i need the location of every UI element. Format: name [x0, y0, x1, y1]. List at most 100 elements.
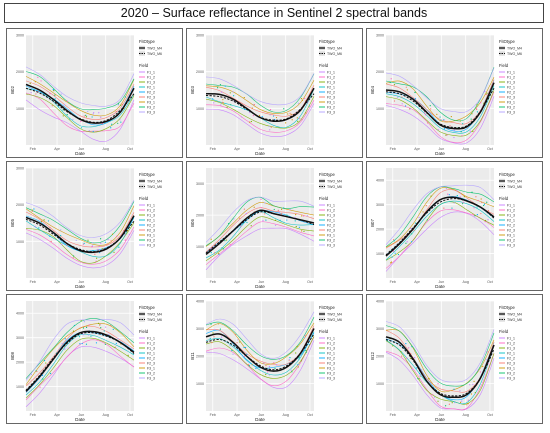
data-point: [99, 324, 101, 326]
data-point: [222, 102, 225, 104]
legend-fit-label: TWO_M6: [507, 318, 522, 322]
data-point: [96, 257, 98, 259]
data-point: [229, 345, 231, 347]
data-point: [31, 210, 33, 212]
fit-line-two-m6: [205, 333, 315, 371]
plot-background: [206, 168, 314, 278]
y-tick-label: 1000: [376, 252, 384, 256]
legend-field-label: F3_3: [147, 376, 155, 380]
data-point: [87, 239, 89, 241]
data-point: [276, 364, 278, 366]
legend-fit-label: TWO_M4: [147, 312, 162, 316]
data-point: [272, 115, 275, 117]
data-point: [462, 201, 464, 203]
legend-fit-title: FitOtype: [139, 172, 155, 177]
data-point: [459, 120, 461, 122]
legend-field-label: F1_2: [147, 341, 155, 345]
data-point: [305, 112, 307, 114]
x-tick-label: Jun: [438, 280, 444, 284]
legend-fit-label: TWO_M6: [507, 185, 522, 189]
legend-field-title: Field: [139, 63, 149, 68]
data-point: [54, 94, 56, 96]
data-point: [95, 342, 98, 344]
data-point: [418, 378, 420, 380]
data-point: [113, 251, 115, 253]
y-tick-label: 3000: [196, 327, 204, 331]
data-point: [85, 114, 87, 116]
data-point: [36, 370, 38, 373]
data-point: [124, 239, 126, 241]
field-line-f1-3: [25, 93, 135, 133]
data-point: [486, 92, 488, 94]
data-point: [482, 365, 484, 368]
legend-fit-title: FitOtype: [499, 305, 515, 310]
fit-line-two-m4: [385, 196, 495, 257]
data-point: [121, 103, 123, 105]
field-line-f3-2: [385, 325, 495, 387]
legend-field-label: F2_2: [507, 223, 515, 227]
data-point: [63, 103, 66, 106]
data-point: [40, 220, 43, 223]
data-point: [80, 127, 83, 129]
data-point: [467, 403, 469, 405]
legend-fit-label: TWO_M4: [327, 312, 342, 316]
data-point: [392, 345, 394, 347]
data-point: [262, 220, 264, 222]
data-point: [83, 242, 85, 244]
data-point: [437, 383, 439, 385]
data-point: [39, 386, 41, 388]
x-tick-label: Jun: [78, 147, 84, 151]
data-point: [123, 229, 125, 232]
legend-field-label: F3_2: [507, 105, 515, 109]
field-line-f1-1: [385, 96, 495, 145]
field-line-f1-2: [25, 339, 135, 401]
data-point: [411, 346, 413, 348]
data-point: [243, 346, 245, 349]
data-point: [232, 95, 235, 97]
data-point: [235, 333, 237, 336]
data-point: [294, 220, 296, 222]
field-line-f1-2: [25, 92, 135, 132]
data-point: [424, 114, 427, 116]
data-point: [445, 405, 447, 407]
x-tick-label: Aug: [282, 147, 288, 151]
legend-field-label: F2_1: [507, 218, 515, 222]
data-point: [411, 241, 413, 243]
legend-field-title: Field: [499, 329, 509, 334]
x-axis-label: Date: [75, 284, 85, 289]
data-point: [461, 400, 463, 402]
data-point: [268, 366, 271, 368]
x-tick-label: Apr: [234, 413, 240, 417]
data-point: [283, 108, 285, 110]
data-point: [287, 113, 289, 115]
legend-field-title: Field: [499, 63, 509, 68]
legend-field-label: F2_2: [147, 90, 155, 94]
field-line-f1-2: [205, 221, 315, 265]
data-point: [209, 337, 211, 340]
x-tick-label: Aug: [282, 280, 288, 284]
data-point: [243, 208, 245, 210]
data-point: [400, 351, 402, 353]
data-point: [50, 240, 52, 243]
data-point: [275, 116, 278, 119]
data-point: [447, 193, 449, 195]
data-point: [301, 99, 303, 102]
data-point: [433, 396, 436, 398]
data-point: [477, 369, 479, 371]
data-point: [472, 130, 474, 132]
field-line-f2-1: [205, 331, 315, 376]
data-point: [261, 116, 263, 118]
data-point: [232, 91, 234, 93]
data-point: [405, 242, 407, 244]
legend-field-label: F1_2: [327, 341, 335, 345]
data-point: [483, 203, 486, 205]
data-point: [297, 120, 299, 122]
data-point: [432, 393, 434, 396]
data-point: [394, 252, 396, 254]
y-tick-label: 2000: [196, 214, 204, 218]
data-point: [443, 128, 446, 130]
legend-field-label: F2_3: [507, 95, 515, 99]
field-line-f1-1: [205, 340, 315, 389]
data-point: [93, 112, 95, 114]
data-point: [231, 349, 233, 352]
